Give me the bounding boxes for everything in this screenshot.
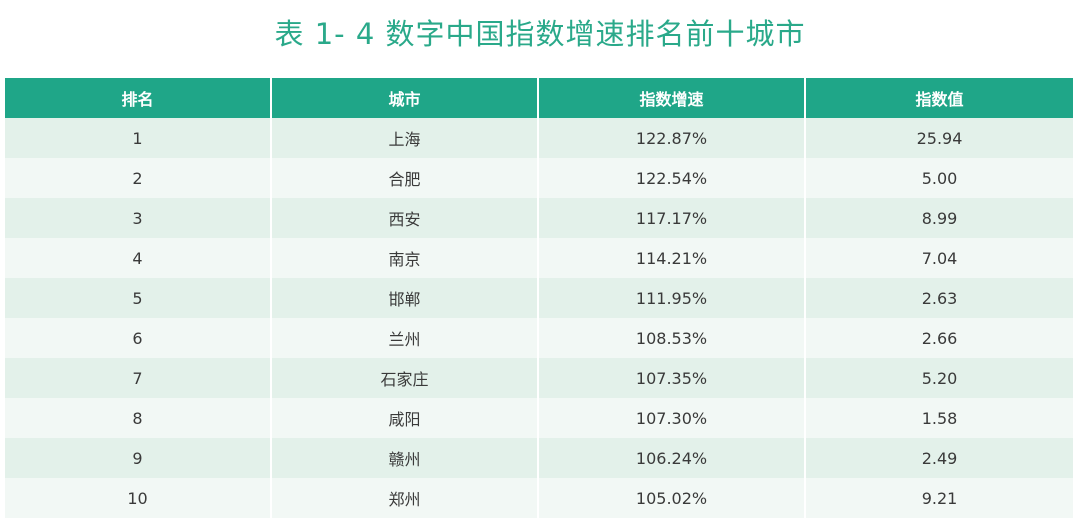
cell-growth-rate: 114.21%: [537, 238, 805, 278]
ranking-table-container: 排名 城市 指数增速 指数值 1 上海 122.87% 25.94 2 合肥 1…: [5, 78, 1073, 518]
cell-growth-rate: 105.02%: [537, 478, 805, 518]
table-row: 8 咸阳 107.30% 1.58: [5, 398, 1073, 438]
cell-rank: 9: [5, 438, 271, 478]
cell-rank: 8: [5, 398, 271, 438]
cell-index-value: 5.00: [804, 158, 1073, 198]
cell-growth-rate: 107.30%: [537, 398, 805, 438]
cell-rank: 3: [5, 198, 271, 238]
table-row: 3 西安 117.17% 8.99: [5, 198, 1073, 238]
table-row: 7 石家庄 107.35% 5.20: [5, 358, 1073, 398]
table-row: 4 南京 114.21% 7.04: [5, 238, 1073, 278]
cell-index-value: 9.21: [804, 478, 1073, 518]
header-row: 排名 城市 指数增速 指数值: [5, 78, 1073, 118]
table-title: 表 1- 4 数字中国指数增速排名前十城市: [274, 17, 806, 51]
table-header: 排名 城市 指数增速 指数值: [5, 78, 1073, 118]
ranking-table: 排名 城市 指数增速 指数值 1 上海 122.87% 25.94 2 合肥 1…: [5, 78, 1073, 518]
cell-rank: 7: [5, 358, 271, 398]
header-growth-rate: 指数增速: [537, 78, 805, 118]
table-row: 2 合肥 122.54% 5.00: [5, 158, 1073, 198]
cell-city: 郑州: [270, 478, 538, 518]
cell-index-value: 1.58: [804, 398, 1073, 438]
cell-rank: 5: [5, 278, 271, 318]
table-row: 10 郑州 105.02% 9.21: [5, 478, 1073, 518]
cell-city: 西安: [270, 198, 538, 238]
cell-index-value: 2.49: [804, 438, 1073, 478]
table-row: 6 兰州 108.53% 2.66: [5, 318, 1073, 358]
cell-rank: 6: [5, 318, 271, 358]
cell-city: 南京: [270, 238, 538, 278]
cell-index-value: 25.94: [804, 118, 1073, 158]
cell-rank: 1: [5, 118, 271, 158]
cell-index-value: 2.63: [804, 278, 1073, 318]
cell-growth-rate: 107.35%: [537, 358, 805, 398]
table-row: 1 上海 122.87% 25.94: [5, 118, 1073, 158]
cell-city: 上海: [270, 118, 538, 158]
header-index-value: 指数值: [804, 78, 1073, 118]
cell-growth-rate: 111.95%: [537, 278, 805, 318]
cell-city: 兰州: [270, 318, 538, 358]
table-body: 1 上海 122.87% 25.94 2 合肥 122.54% 5.00 3 西…: [5, 118, 1073, 518]
cell-index-value: 8.99: [804, 198, 1073, 238]
cell-city: 咸阳: [270, 398, 538, 438]
cell-rank: 4: [5, 238, 271, 278]
cell-rank: 10: [5, 478, 271, 518]
cell-index-value: 2.66: [804, 318, 1073, 358]
table-row: 5 邯郸 111.95% 2.63: [5, 278, 1073, 318]
cell-city: 石家庄: [270, 358, 538, 398]
cell-index-value: 5.20: [804, 358, 1073, 398]
cell-growth-rate: 108.53%: [537, 318, 805, 358]
cell-city: 合肥: [270, 158, 538, 198]
cell-index-value: 7.04: [804, 238, 1073, 278]
cell-growth-rate: 117.17%: [537, 198, 805, 238]
cell-city: 邯郸: [270, 278, 538, 318]
cell-growth-rate: 122.87%: [537, 118, 805, 158]
cell-city: 赣州: [270, 438, 538, 478]
cell-growth-rate: 122.54%: [537, 158, 805, 198]
header-rank: 排名: [5, 78, 271, 118]
cell-growth-rate: 106.24%: [537, 438, 805, 478]
table-row: 9 赣州 106.24% 2.49: [5, 438, 1073, 478]
cell-rank: 2: [5, 158, 271, 198]
header-city: 城市: [270, 78, 538, 118]
